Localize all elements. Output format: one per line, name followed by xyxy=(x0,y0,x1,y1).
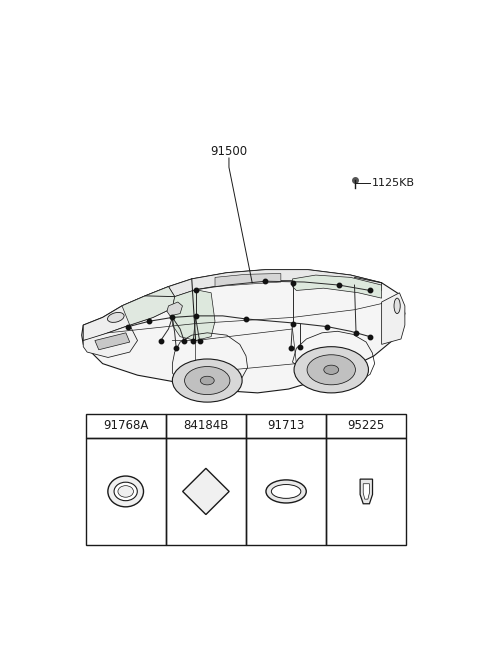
Polygon shape xyxy=(382,293,405,344)
Polygon shape xyxy=(122,287,175,325)
Polygon shape xyxy=(292,275,382,298)
Bar xyxy=(166,414,246,438)
Bar xyxy=(326,438,407,544)
Ellipse shape xyxy=(108,476,144,507)
Polygon shape xyxy=(363,483,370,499)
Text: 91500: 91500 xyxy=(210,146,248,158)
Ellipse shape xyxy=(324,365,339,375)
Text: 91713: 91713 xyxy=(267,419,305,432)
Ellipse shape xyxy=(108,312,124,322)
Text: 1125KB: 1125KB xyxy=(372,178,415,188)
Polygon shape xyxy=(95,333,130,350)
Polygon shape xyxy=(83,287,180,340)
Bar xyxy=(326,414,407,438)
Polygon shape xyxy=(83,325,137,358)
Polygon shape xyxy=(167,302,182,316)
Ellipse shape xyxy=(114,482,137,501)
Bar xyxy=(85,414,166,438)
Polygon shape xyxy=(168,270,382,297)
Polygon shape xyxy=(360,479,372,504)
Polygon shape xyxy=(215,274,281,287)
Ellipse shape xyxy=(307,355,355,385)
Ellipse shape xyxy=(118,485,133,497)
Bar xyxy=(246,414,326,438)
Ellipse shape xyxy=(266,480,306,503)
Ellipse shape xyxy=(271,485,301,499)
Bar xyxy=(85,438,166,544)
Polygon shape xyxy=(82,270,405,393)
Bar xyxy=(246,438,326,544)
Text: 95225: 95225 xyxy=(348,419,385,432)
Ellipse shape xyxy=(200,377,214,385)
Bar xyxy=(166,438,246,544)
Polygon shape xyxy=(172,290,215,340)
Ellipse shape xyxy=(185,367,230,394)
Ellipse shape xyxy=(172,359,242,402)
Ellipse shape xyxy=(394,298,400,314)
Text: 91768A: 91768A xyxy=(103,419,148,432)
Text: 84184B: 84184B xyxy=(183,419,228,432)
Ellipse shape xyxy=(294,346,369,393)
Polygon shape xyxy=(183,468,229,514)
